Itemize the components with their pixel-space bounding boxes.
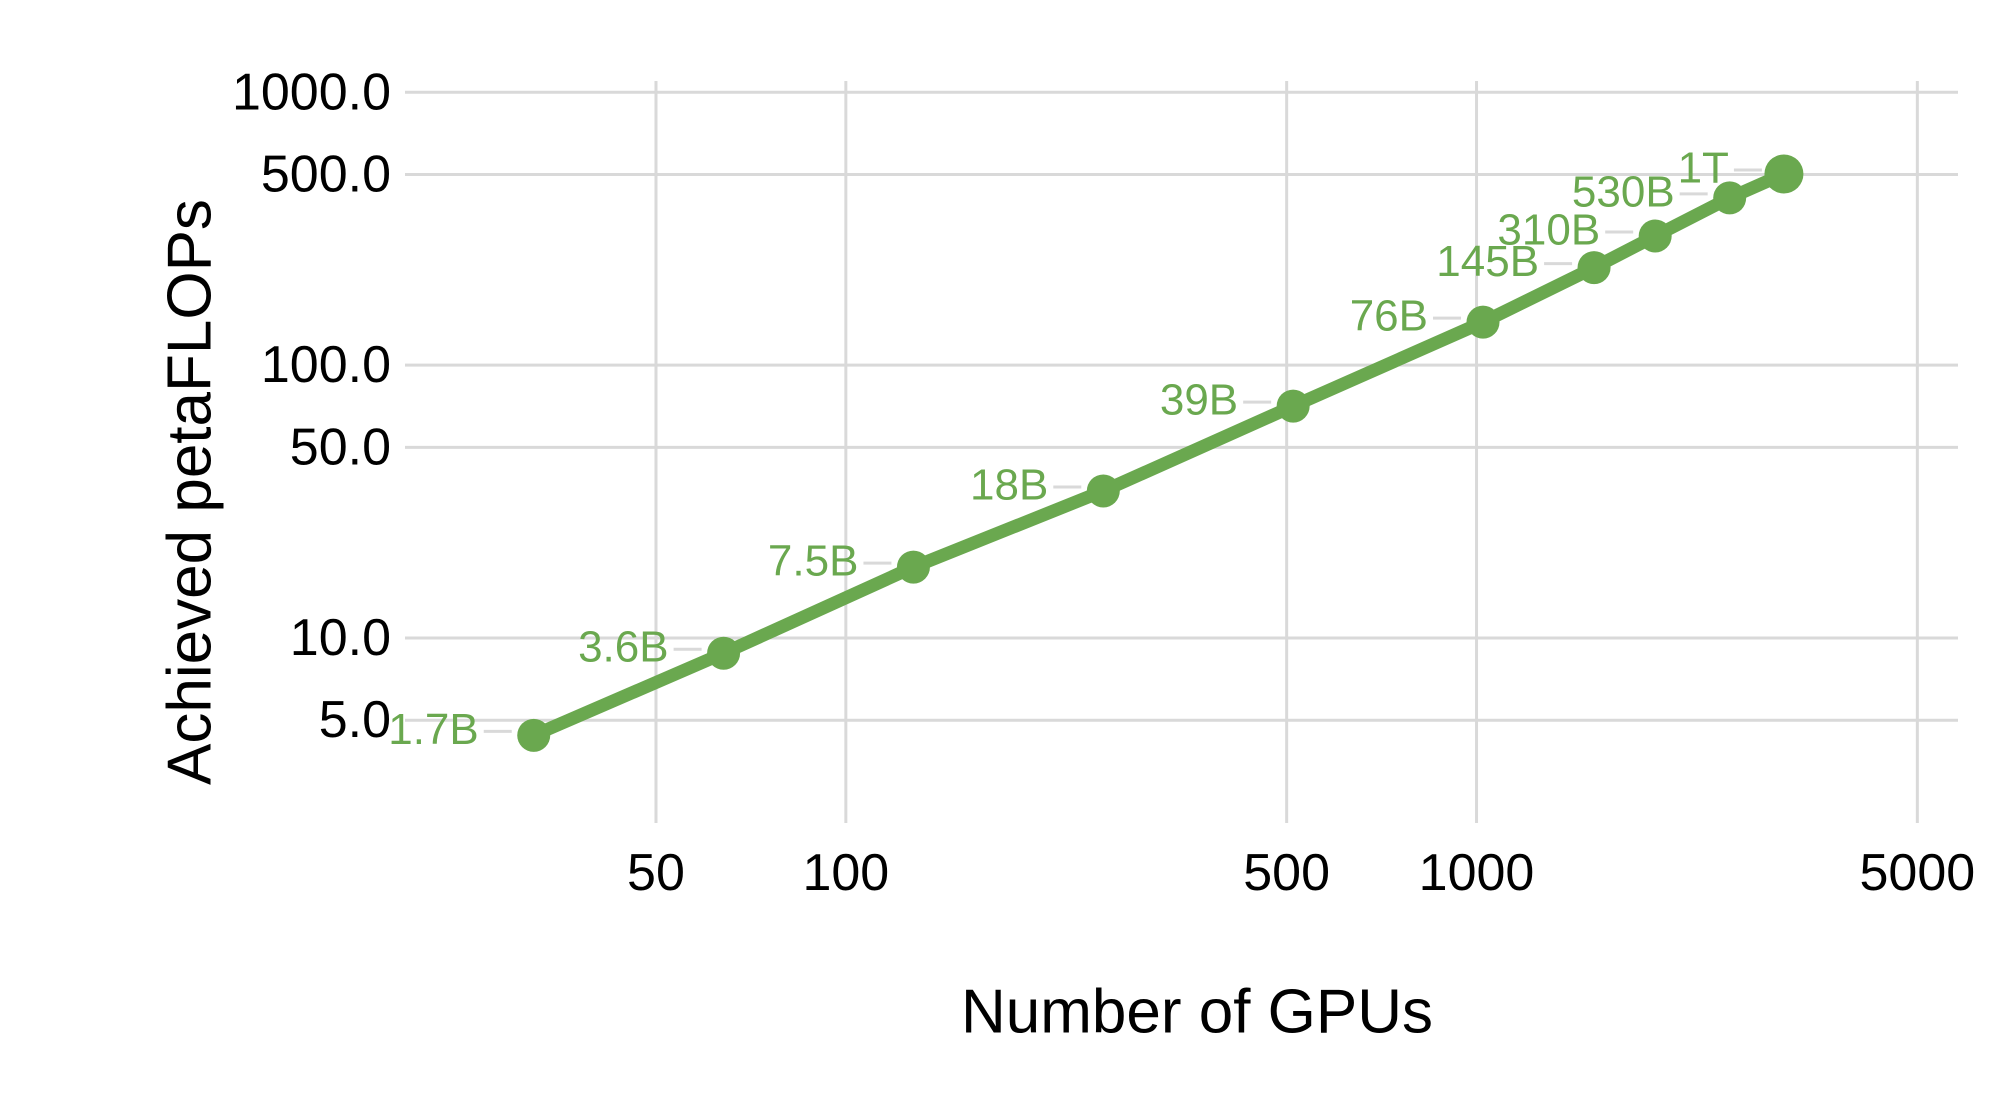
- y-tick-label: 500.0: [261, 145, 391, 203]
- data-point: [1638, 219, 1672, 253]
- data-point: [517, 718, 551, 752]
- data-point-label: 1.7B: [388, 705, 479, 754]
- data-point-label: 3.6B: [578, 623, 669, 672]
- x-tick-label: 100: [802, 844, 889, 902]
- y-tick-label: 100.0: [261, 336, 391, 394]
- data-point: [1276, 389, 1310, 423]
- series-line: [527, 167, 1791, 742]
- data-point-label: 18B: [970, 460, 1048, 509]
- data-point: [1764, 154, 1804, 194]
- x-axis-title: Number of GPUs: [960, 977, 1434, 1047]
- data-point-label: 310B: [1497, 206, 1600, 255]
- data-point: [1466, 305, 1500, 339]
- data-point: [1713, 181, 1747, 215]
- x-tick-label: 50: [627, 844, 685, 902]
- data-point-label: 530B: [1572, 167, 1675, 216]
- data-point-label: 76B: [1350, 292, 1428, 341]
- x-tick-label: 1000: [1419, 844, 1535, 902]
- data-point-label: 39B: [1160, 376, 1238, 425]
- data-point: [896, 550, 930, 584]
- y-tick-label: 1000.0: [232, 63, 391, 121]
- data-point-label: 1T: [1678, 143, 1729, 192]
- data-point: [1086, 474, 1120, 508]
- y-tick-label: 5.0: [319, 691, 391, 749]
- data-point: [707, 636, 741, 670]
- y-tick-label: 50.0: [290, 418, 391, 476]
- y-tick-label: 10.0: [290, 609, 391, 667]
- x-tick-label: 500: [1243, 844, 1330, 902]
- data-point: [1577, 251, 1611, 285]
- y-axis-title: Achieved petaFLOPs: [155, 199, 225, 785]
- data-point-label: 7.5B: [768, 537, 859, 586]
- x-tick-label: 5000: [1860, 844, 1976, 902]
- data-point-label: 145B: [1436, 237, 1539, 286]
